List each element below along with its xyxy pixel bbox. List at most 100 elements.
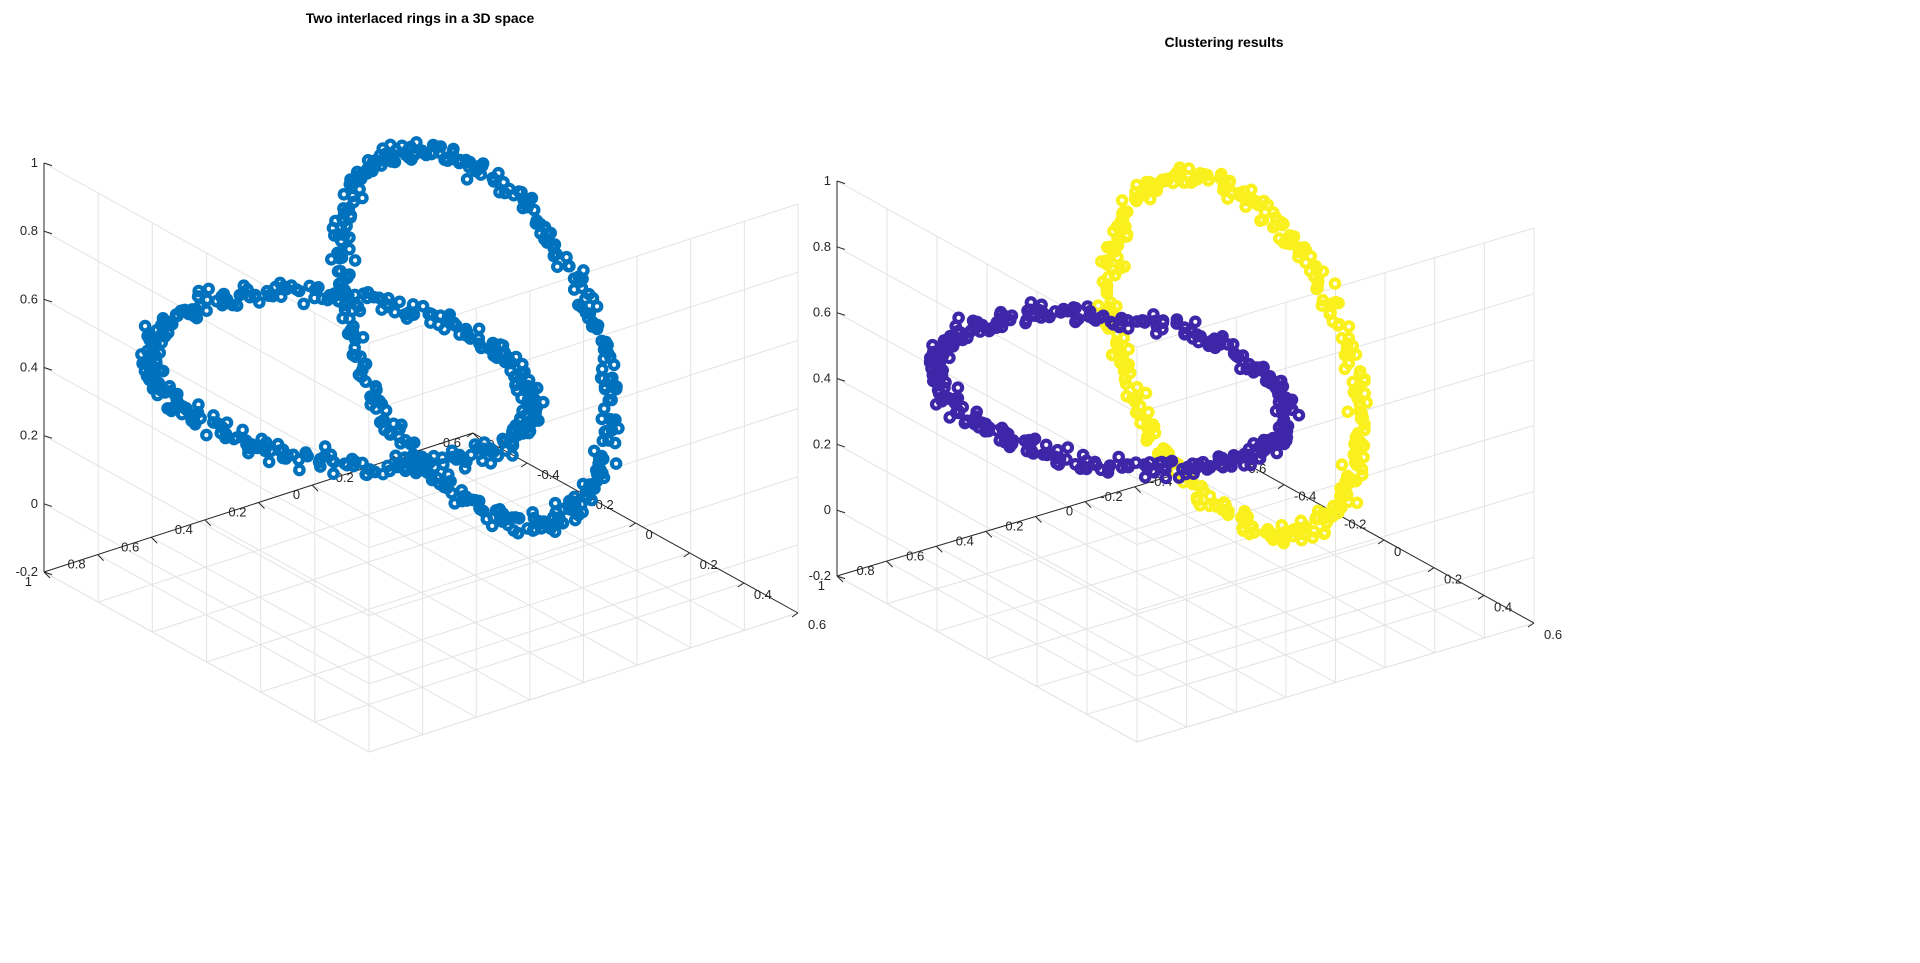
floor-grid-line xyxy=(1084,501,1386,669)
back-wall-grid-line xyxy=(836,443,1138,611)
data-point xyxy=(445,486,458,500)
data-point xyxy=(1241,510,1254,523)
y-tick-label: 0.4 xyxy=(956,533,974,548)
data-point xyxy=(437,458,450,471)
y-tick-label: 1 xyxy=(25,574,32,589)
data-point xyxy=(407,308,421,321)
y-tick-mark xyxy=(97,554,104,561)
y-tick-label: 0.6 xyxy=(906,548,924,563)
data-point xyxy=(472,322,486,336)
data-point xyxy=(1349,474,1363,488)
rings-3d-scatter-chart: -0.200.20.40.60.81-0.6-0.4-0.200.20.40.6… xyxy=(16,10,826,753)
z-tick-mark xyxy=(836,575,846,580)
data-point xyxy=(1092,299,1105,312)
z-tick-mark xyxy=(43,571,53,576)
floor-grid-line xyxy=(258,502,584,683)
x-tick-mark xyxy=(1377,539,1385,545)
floor-grid-line xyxy=(985,530,1287,698)
data-point xyxy=(406,298,420,311)
data-point xyxy=(938,381,951,395)
data-point xyxy=(497,176,510,189)
data-point xyxy=(1216,329,1229,343)
data-point xyxy=(171,387,184,401)
data-point xyxy=(1357,450,1370,464)
data-point xyxy=(1072,312,1085,326)
y-tick-label: 0 xyxy=(1066,504,1073,519)
data-point xyxy=(359,357,373,371)
side-wall-grid-line xyxy=(368,544,799,685)
data-point xyxy=(1307,525,1321,538)
data-point xyxy=(1138,316,1151,329)
data-point xyxy=(1119,377,1133,391)
side-wall-grid-line xyxy=(1136,293,1535,414)
data-point xyxy=(163,317,176,330)
data-point xyxy=(1130,380,1144,394)
data-point xyxy=(356,191,369,205)
data-point xyxy=(1142,405,1155,419)
data-point xyxy=(1335,458,1349,471)
z-tick-label: -0.2 xyxy=(16,564,38,579)
y-tick-label: 0.4 xyxy=(175,522,193,537)
data-point xyxy=(1120,230,1133,243)
data-point xyxy=(356,456,369,470)
z-tick-label: 1 xyxy=(31,155,38,170)
data-point xyxy=(416,299,430,313)
data-point xyxy=(509,350,523,364)
data-point xyxy=(607,358,621,372)
data-point xyxy=(939,375,952,389)
data-point xyxy=(1247,526,1261,539)
data-point xyxy=(532,414,545,427)
data-point xyxy=(1358,417,1371,431)
data-point xyxy=(338,298,352,312)
back-wall-grid-line xyxy=(43,298,370,480)
data-point xyxy=(1318,526,1331,539)
data-point xyxy=(544,226,557,240)
x-tick-mark xyxy=(1477,594,1485,600)
right-plot-panel: -0.2 0 0.2 0.4 0.6 0.8 1 -0.6 -0.4 -0.2 0 0.2 0.4 0.6… xyxy=(809,0,1920,963)
data-point xyxy=(970,405,983,419)
data-point xyxy=(1316,265,1330,278)
data-point xyxy=(536,395,550,409)
data-point xyxy=(312,280,325,294)
z-tick-label: 0.4 xyxy=(813,371,831,386)
y-tick-label: 0.8 xyxy=(68,557,86,572)
x-tick-label: 0.2 xyxy=(1444,572,1462,587)
back-wall-grid-line xyxy=(836,509,1138,677)
data-point xyxy=(353,304,367,318)
back-wall-grid-line xyxy=(43,571,370,753)
data-point xyxy=(1360,396,1373,409)
data-point xyxy=(523,424,537,438)
data-point xyxy=(1111,239,1125,252)
data-point xyxy=(568,498,582,511)
data-point xyxy=(608,436,622,450)
side-wall-grid-line xyxy=(1136,490,1535,611)
data-point xyxy=(1143,192,1157,206)
data-point xyxy=(1311,274,1325,288)
data-point xyxy=(190,311,204,325)
data-point xyxy=(293,463,306,477)
y-tick-mark xyxy=(258,502,265,509)
data-point xyxy=(506,449,519,462)
data-point xyxy=(1236,349,1250,362)
data-point xyxy=(1292,408,1306,422)
data-point xyxy=(348,254,362,267)
data-point xyxy=(219,427,233,441)
y-tick-mark xyxy=(985,531,993,538)
x-tick-label: -0.2 xyxy=(1344,516,1366,531)
floor-grid-line xyxy=(204,519,531,701)
y-tick-mark xyxy=(150,536,158,544)
back-wall-grid-line xyxy=(836,575,1138,743)
data-point xyxy=(525,191,539,205)
data-point xyxy=(956,400,969,414)
data-point xyxy=(1341,405,1354,419)
data-point xyxy=(1156,314,1170,327)
back-wall-grid-line xyxy=(43,503,370,685)
y-tick-mark xyxy=(43,571,51,579)
data-point xyxy=(1122,342,1135,356)
data-point xyxy=(202,282,215,296)
data-point xyxy=(591,318,605,332)
floor-grid-line xyxy=(419,449,745,631)
data-point xyxy=(370,383,383,397)
x-tick-label: -0.4 xyxy=(1294,489,1316,504)
data-point xyxy=(478,436,491,449)
